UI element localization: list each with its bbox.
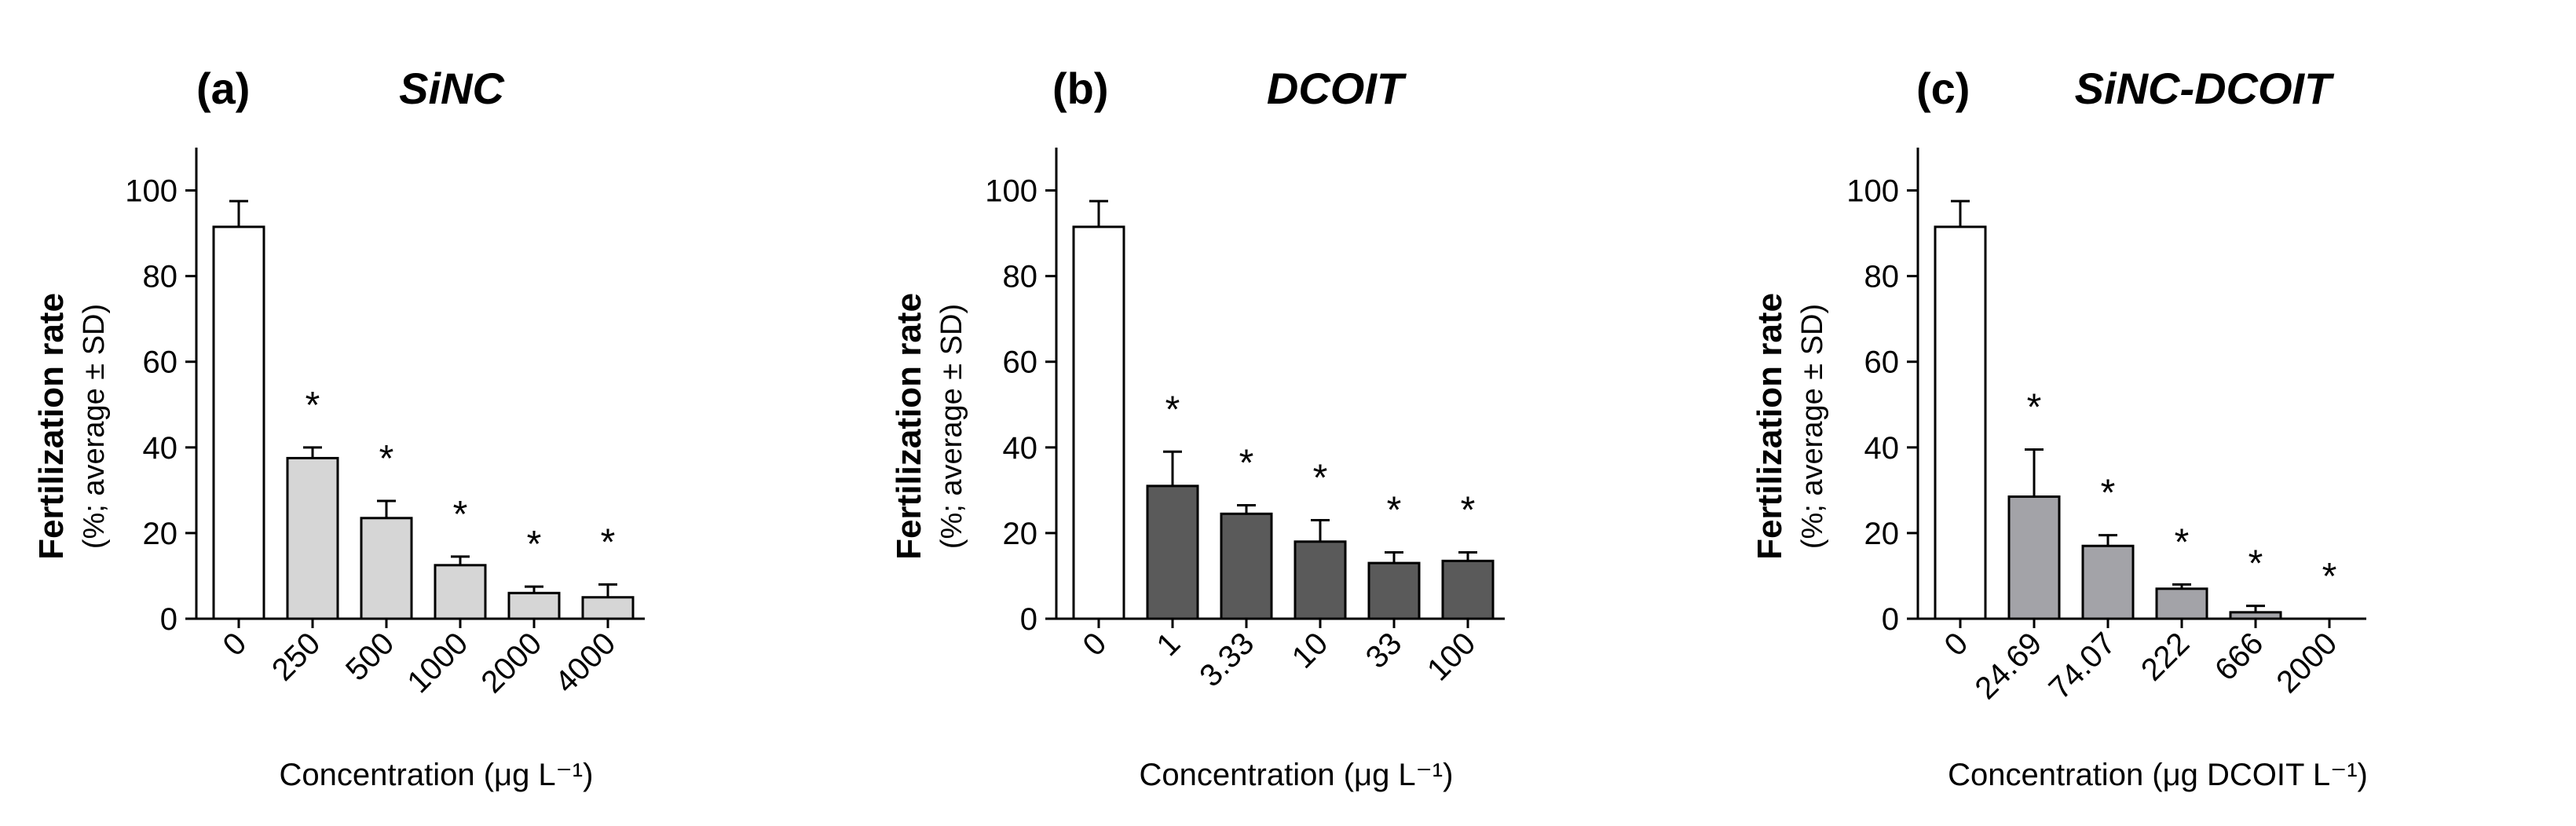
y-axis-label: Fertilization rate <box>890 293 928 560</box>
y-axis-label: Fertilization rate <box>1751 293 1789 560</box>
y-tick-label: 0 <box>1882 602 1899 637</box>
y-tick-label: 0 <box>160 602 177 637</box>
bar-250 <box>286 456 339 620</box>
chart-panel-b: (b) DCOIT Fertilization rate (%; average ± … <box>890 64 1505 792</box>
bar-0 <box>1934 225 1987 620</box>
x-tick-label: 666 <box>2208 626 2270 687</box>
bar-33 <box>1367 561 1421 620</box>
x-tick-label: 222 <box>2135 626 2196 687</box>
y-tick-label: 100 <box>1846 174 1899 209</box>
y-tick-label: 100 <box>985 174 1037 209</box>
significance-marker: * <box>306 385 320 426</box>
x-tick-label: 0 <box>1077 626 1114 663</box>
significance-marker: * <box>2249 543 2263 585</box>
significance-marker: * <box>1239 442 1254 484</box>
x-axis-label: Concentration (μg DCOIT L⁻¹) <box>1948 758 2368 792</box>
chart-title: SiNC <box>399 64 505 113</box>
significance-marker: * <box>2175 521 2190 563</box>
bar-24.69 <box>2007 495 2061 620</box>
chart-panel-c: (c) SiNC-DCOIT Fertilization rate (%; avera… <box>1751 64 2368 792</box>
bar-10 <box>1293 540 1347 620</box>
x-axis-label: Concentration (μg L⁻¹) <box>1140 758 1454 792</box>
y-tick-label: 40 <box>1864 431 1900 466</box>
bar-4000 <box>581 596 635 620</box>
bar-222 <box>2155 587 2208 620</box>
bar-100 <box>1441 559 1495 620</box>
significance-marker: * <box>527 524 542 565</box>
significance-marker: * <box>453 494 468 535</box>
significance-marker: * <box>2101 473 2116 514</box>
bar-1000 <box>434 564 487 620</box>
chart-panel-a: (a) SiNC Fertilization rate (%; average ± S… <box>32 64 645 792</box>
y-axis-sublabel: (%; average ± SD) <box>1796 304 1829 549</box>
y-tick-label: 60 <box>1003 345 1038 380</box>
y-tick-label: 60 <box>1864 345 1900 380</box>
significance-marker: * <box>2322 556 2337 598</box>
bar-500 <box>360 517 413 620</box>
x-tick-label: 4000 <box>548 626 622 700</box>
x-tick-label: 2000 <box>474 626 548 700</box>
x-tick-label: 0 <box>1938 626 1975 663</box>
x-tick-label: 10 <box>1286 626 1335 675</box>
panel-label: (b) <box>1052 64 1109 113</box>
x-tick-label: 1 <box>1151 626 1187 663</box>
y-tick-label: 20 <box>1003 517 1038 551</box>
x-tick-label: 33 <box>1359 626 1409 675</box>
bar-0 <box>212 225 265 620</box>
bar-0 <box>1072 225 1125 620</box>
bar-666 <box>2229 611 2282 620</box>
panel-label: (c) <box>1916 64 1970 113</box>
x-tick-label: 3.33 <box>1193 626 1261 693</box>
y-tick-label: 80 <box>1864 260 1900 294</box>
significance-marker: * <box>2027 387 2042 429</box>
panel-label: (a) <box>196 64 250 113</box>
x-tick-label: 74.07 <box>2042 626 2122 706</box>
bar-74.07 <box>2081 544 2135 620</box>
x-tick-label: 500 <box>339 626 401 687</box>
significance-marker: * <box>379 438 394 480</box>
y-tick-label: 40 <box>1003 431 1038 466</box>
y-tick-label: 100 <box>125 174 177 209</box>
significance-marker: * <box>1165 389 1180 430</box>
x-tick-label: 1000 <box>401 626 474 700</box>
x-tick-label: 2000 <box>2270 626 2344 700</box>
y-axis-sublabel: (%; average ± SD) <box>935 304 968 549</box>
y-tick-label: 20 <box>143 517 178 551</box>
significance-marker: * <box>601 521 616 563</box>
x-tick-label: 24.69 <box>1968 626 2048 706</box>
y-tick-label: 20 <box>1864 517 1900 551</box>
bar-2000 <box>507 591 561 620</box>
x-tick-label: 0 <box>217 626 254 663</box>
significance-marker: * <box>1387 489 1402 531</box>
y-tick-label: 0 <box>1020 602 1037 637</box>
x-tick-label: 250 <box>265 626 327 687</box>
significance-marker: * <box>1461 489 1476 531</box>
chart-title: DCOIT <box>1267 64 1407 113</box>
y-tick-label: 80 <box>1003 260 1038 294</box>
y-tick-label: 60 <box>143 345 178 380</box>
bar-1 <box>1146 484 1199 620</box>
chart-title: SiNC-DCOIT <box>2075 64 2335 113</box>
y-tick-label: 80 <box>143 260 178 294</box>
y-axis-sublabel: (%; average ± SD) <box>78 304 111 549</box>
significance-marker: * <box>1313 458 1328 499</box>
x-tick-label: 100 <box>1421 626 1482 687</box>
bar-3.33 <box>1220 512 1273 620</box>
x-axis-label: Concentration (μg L⁻¹) <box>280 758 594 792</box>
y-axis-label: Fertilization rate <box>32 293 71 560</box>
y-tick-label: 40 <box>143 431 178 466</box>
